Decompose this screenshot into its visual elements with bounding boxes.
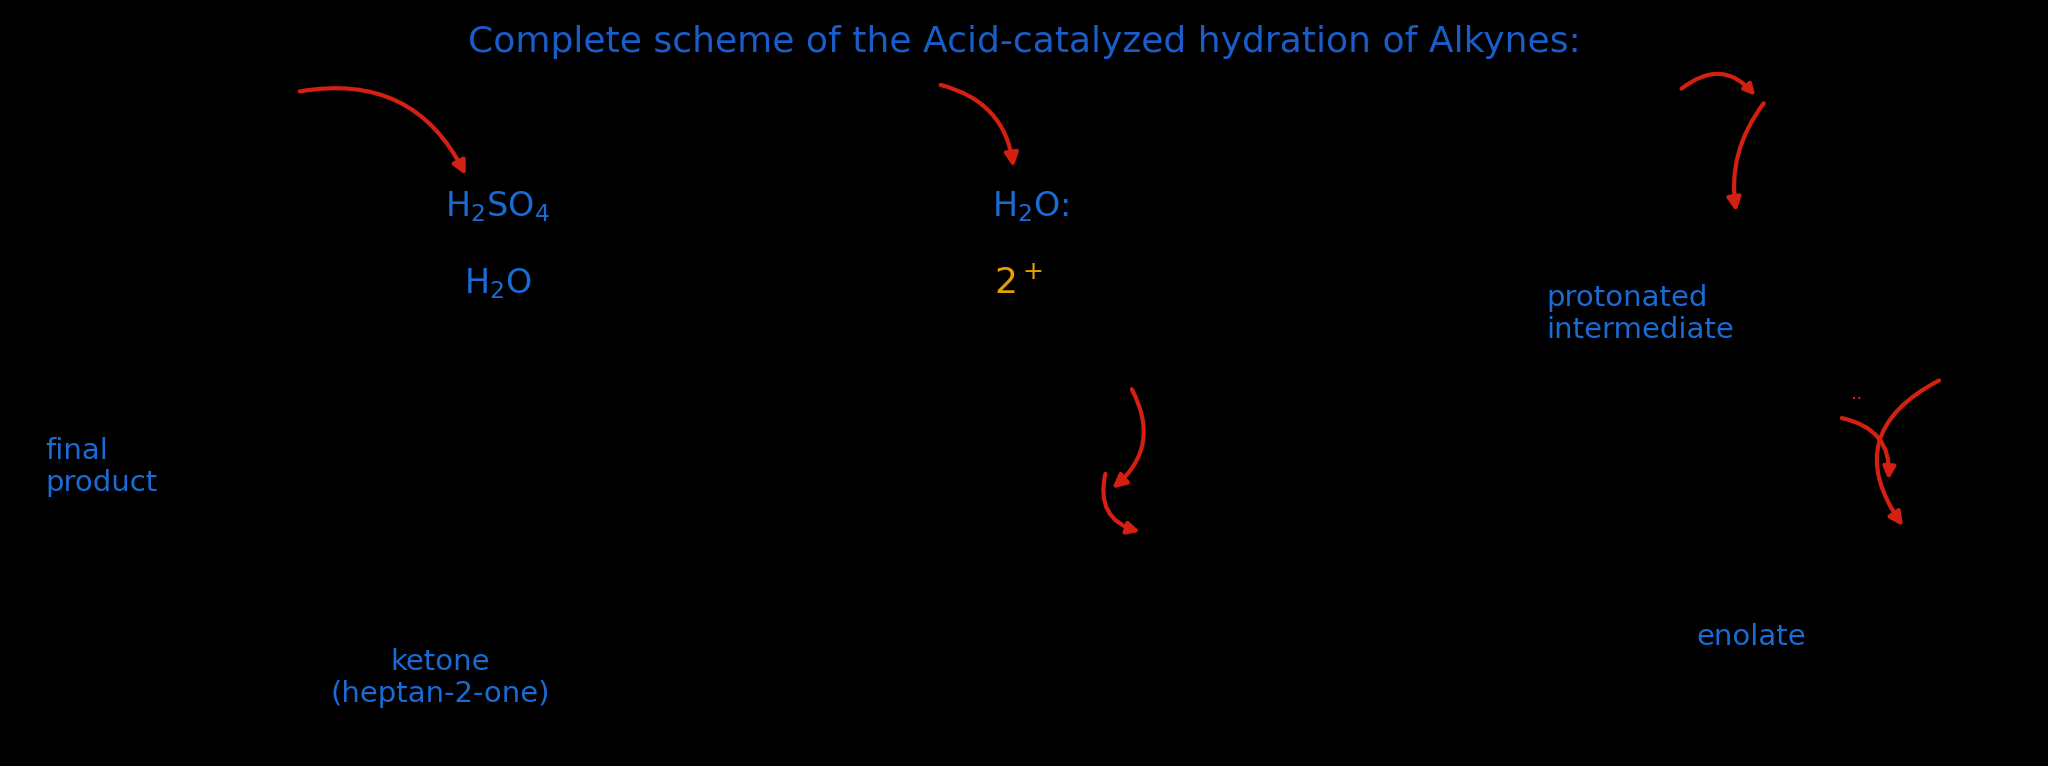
Text: ketone
(heptan-2-one): ketone (heptan-2-one) xyxy=(330,648,551,708)
FancyArrowPatch shape xyxy=(299,88,463,171)
Text: 2$^+$: 2$^+$ xyxy=(993,266,1042,301)
FancyArrowPatch shape xyxy=(1876,381,1939,522)
Text: H$_2$SO$_4$: H$_2$SO$_4$ xyxy=(444,189,551,224)
Text: H$_2$O: H$_2$O xyxy=(463,266,532,301)
Text: H$_2$O$\colon$: H$_2$O$\colon$ xyxy=(991,189,1069,224)
Text: enolate: enolate xyxy=(1696,624,1806,651)
FancyArrowPatch shape xyxy=(1729,103,1763,207)
Text: Complete scheme of the Acid-catalyzed hydration of Alkynes:: Complete scheme of the Acid-catalyzed hy… xyxy=(467,25,1581,58)
Text: protonated
intermediate: protonated intermediate xyxy=(1546,284,1735,344)
FancyArrowPatch shape xyxy=(1116,389,1143,486)
FancyArrowPatch shape xyxy=(1681,74,1753,93)
Text: ··: ·· xyxy=(1851,391,1864,409)
Text: final
product: final product xyxy=(45,437,158,497)
FancyArrowPatch shape xyxy=(940,85,1018,162)
FancyArrowPatch shape xyxy=(1104,474,1135,532)
FancyArrowPatch shape xyxy=(1841,418,1894,475)
